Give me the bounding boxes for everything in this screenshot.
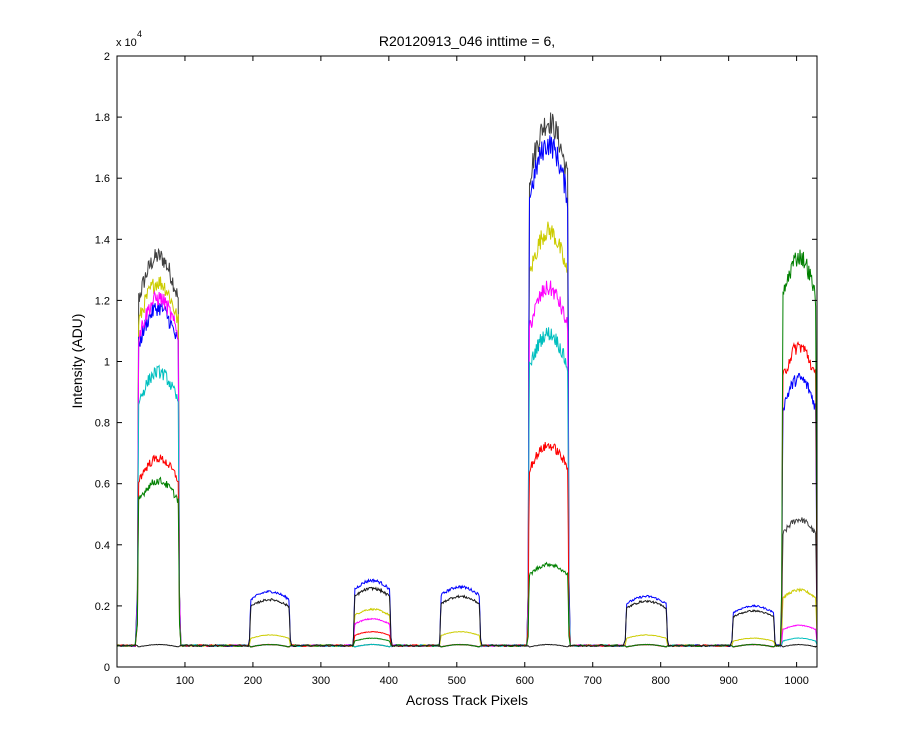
x-axis-label: Across Track Pixels <box>406 692 528 708</box>
y-tick-label: 1 <box>104 357 110 369</box>
y-multiplier: x 10 <box>116 37 137 49</box>
y-multiplier-exponent: 4 <box>137 29 142 39</box>
x-tick-label: 900 <box>719 675 737 687</box>
axes-background <box>117 56 817 667</box>
series-layer <box>116 112 818 648</box>
y-tick-label: 1.6 <box>95 173 110 185</box>
series-line <box>116 135 818 648</box>
y-tick-label: 1.2 <box>95 295 110 307</box>
x-ticks: 0 100 200 300 400 500 600 700 800 900 1000 <box>114 56 809 687</box>
y-tick-label: 1.8 <box>95 112 110 124</box>
series-line <box>116 586 818 648</box>
y-tick-label: 0.8 <box>95 418 110 430</box>
x-tick-label: 500 <box>448 675 466 687</box>
x-tick-label: 400 <box>380 675 398 687</box>
y-tick-label: 0.6 <box>95 479 110 491</box>
chart-title: R20120913_046 inttime = 6, <box>379 33 555 49</box>
series-line <box>116 249 818 648</box>
y-ticks: 0 0.2 0.4 0.6 0.8 1 1.2 1.4 1.6 1.8 2 <box>95 51 817 674</box>
x-tick-label: 1000 <box>784 675 808 687</box>
y-tick-label: 0.4 <box>95 540 110 552</box>
x-tick-label: 300 <box>312 675 330 687</box>
y-tick-label: 0.2 <box>95 601 110 613</box>
x-tick-label: 800 <box>652 675 670 687</box>
x-tick-label: 600 <box>516 675 534 687</box>
y-tick-label: 2 <box>104 51 110 63</box>
x-tick-label: 100 <box>176 675 194 687</box>
y-axis-label: Intensity (ADU) <box>69 314 85 409</box>
x-tick-label: 700 <box>584 675 602 687</box>
x-tick-label: 200 <box>244 675 262 687</box>
series-line <box>116 221 818 648</box>
y-tick-label: 1.4 <box>95 234 110 246</box>
y-tick-label: 0 <box>104 662 110 674</box>
x-tick-label: 0 <box>114 675 120 687</box>
